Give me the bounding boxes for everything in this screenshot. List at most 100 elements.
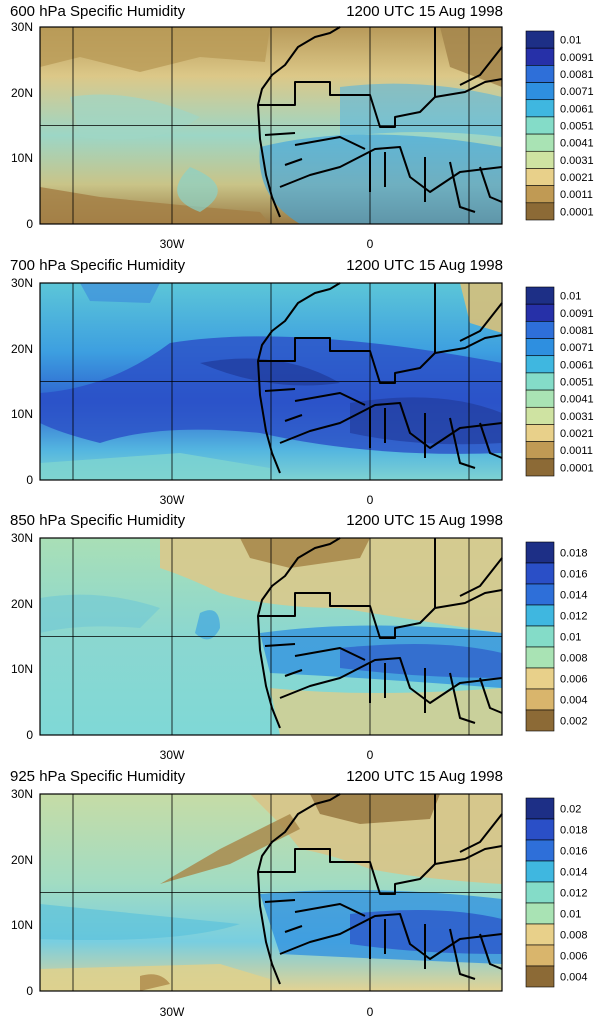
- colorbar-swatch: [525, 99, 555, 118]
- tick-lon: 30W: [160, 748, 185, 762]
- panel-850hpa: 850 hPa Specific Humidity 1200 UTC 15 Au…: [10, 512, 588, 762]
- colorbar-swatch: [525, 902, 555, 925]
- colorbar-swatch: [525, 338, 555, 357]
- colorbar-swatch: [525, 133, 555, 152]
- panel-title-right: 1200 UTC 15 Aug 1998: [346, 768, 503, 785]
- colorbar-label: 0.012: [560, 611, 588, 623]
- colorbar-label: 0.014: [560, 590, 588, 602]
- colorbar-swatch: [525, 65, 555, 83]
- panel-title-right: 1200 UTC 15 Aug 1998: [346, 257, 503, 274]
- colorbar-swatch: [525, 321, 555, 339]
- colorbar-label: 0.01: [560, 35, 581, 47]
- colorbar-swatch: [525, 881, 555, 904]
- panel-title-left: 850 hPa Specific Humidity: [10, 512, 186, 529]
- tick-lat: 30N: [11, 276, 33, 290]
- colorbar-swatch: [525, 458, 555, 477]
- colorbar-swatch: [525, 604, 555, 627]
- colorbar-swatch: [525, 168, 555, 186]
- colorbar-label: 0.0011: [560, 445, 593, 457]
- colorbar-label: 0.006: [560, 951, 588, 963]
- colorbar-swatch: [525, 965, 555, 988]
- colorbar-swatch: [525, 688, 555, 711]
- tick-lon: 0: [367, 237, 374, 251]
- colorbar-label: 0.01: [560, 909, 581, 921]
- colorbar-swatch: [525, 541, 555, 564]
- colorbar-swatch: [525, 562, 555, 585]
- colorbar-label: 0.006: [560, 674, 588, 686]
- colorbar-label: 0.0091: [560, 52, 594, 64]
- colorbar-label: 0.0041: [560, 394, 594, 406]
- colorbar: 0.018 0.016 0.014 0.012 0.01 0.008 0.006 0.004 0…: [525, 541, 588, 732]
- colorbar-label: 0.002: [560, 716, 588, 728]
- tick-lat: 0: [26, 217, 33, 231]
- colorbar-swatch: [525, 150, 555, 169]
- panel-title-left: 600 hPa Specific Humidity: [10, 3, 186, 20]
- tick-lat: 30N: [11, 20, 33, 34]
- colorbar-swatch: [525, 185, 555, 204]
- colorbar-label: 0.0041: [560, 138, 594, 150]
- panel-title-right: 1200 UTC 15 Aug 1998: [346, 3, 503, 20]
- colorbar-swatch: [525, 372, 555, 391]
- colorbar-label: 0.018: [560, 825, 588, 837]
- tick-lon: 0: [367, 493, 374, 507]
- colorbar-swatch: [525, 797, 555, 820]
- colorbar-swatch: [525, 923, 555, 946]
- colorbar-swatch: [525, 646, 555, 669]
- colorbar-label: 0.0001: [560, 206, 594, 218]
- colorbar-swatch: [525, 406, 555, 425]
- tick-lat: 20N: [11, 86, 33, 100]
- tick-lat: 20N: [11, 342, 33, 356]
- tick-lon: 30W: [160, 237, 185, 251]
- colorbar-label: 0.0051: [560, 121, 594, 133]
- panel-700hpa: 700 hPa Specific Humidity 1200 UTC 15 Au…: [10, 257, 594, 507]
- tick-lat: 30N: [11, 531, 33, 545]
- colorbar-label: 0.008: [560, 930, 588, 942]
- colorbar-label: 0.004: [560, 972, 588, 984]
- colorbar-label: 0.0061: [560, 103, 594, 115]
- colorbar-swatch: [525, 441, 555, 460]
- colorbar-label: 0.01: [560, 632, 581, 644]
- colorbar-label: 0.016: [560, 846, 588, 858]
- panel-title-left: 700 hPa Specific Humidity: [10, 257, 186, 274]
- colorbar-label: 0.0051: [560, 377, 594, 389]
- colorbar-swatch: [525, 583, 555, 606]
- colorbar-swatch: [525, 82, 555, 101]
- colorbar-swatch: [525, 839, 555, 862]
- tick-lat: 30N: [11, 787, 33, 801]
- colorbar: 0.02 0.018 0.016 0.014 0.012 0.01 0.008 0.006 0.…: [525, 797, 588, 988]
- colorbar-label: 0.0071: [560, 86, 594, 98]
- colorbar-label: 0.0021: [560, 172, 594, 184]
- tick-lat: 10N: [11, 407, 33, 421]
- colorbar-label: 0.02: [560, 804, 581, 816]
- colorbar-label: 0.0071: [560, 342, 594, 354]
- panel-title-right: 1200 UTC 15 Aug 1998: [346, 512, 503, 529]
- tick-lat: 10N: [11, 662, 33, 676]
- colorbar-label: 0.0001: [560, 462, 594, 474]
- colorbar-swatch: [525, 303, 555, 322]
- lat-ticks: 30N 20N 10N 0: [11, 20, 33, 231]
- tick-lat: 10N: [11, 918, 33, 932]
- colorbar-swatch: [525, 202, 555, 221]
- map-area: [39, 26, 503, 225]
- colorbar-label: 0.0091: [560, 308, 594, 320]
- tick-lat: 0: [26, 728, 33, 742]
- colorbar-swatch: [525, 944, 555, 967]
- map-area: [39, 793, 503, 992]
- colorbar-swatch: [525, 389, 555, 408]
- colorbar-label: 0.0081: [560, 325, 594, 337]
- colorbar-swatch: [525, 860, 555, 883]
- tick-lat: 20N: [11, 597, 33, 611]
- panel-title-left: 925 hPa Specific Humidity: [10, 768, 186, 785]
- colorbar: 0.01 0.0091 0.0081 0.0071 0.0061 0.0051 0.0041…: [525, 286, 594, 477]
- colorbar-label: 0.0011: [560, 189, 593, 201]
- colorbar-swatch: [525, 47, 555, 66]
- colorbar-label: 0.018: [560, 548, 588, 560]
- map-area: [39, 282, 503, 481]
- tick-lon: 0: [367, 748, 374, 762]
- tick-lat: 20N: [11, 853, 33, 867]
- panel-600hpa: 600 hPa Specific Humidity 1200 UTC 15 Au…: [10, 3, 594, 251]
- tick-lat: 10N: [11, 151, 33, 165]
- tick-lon: 30W: [160, 1005, 185, 1019]
- colorbar-swatch: [525, 424, 555, 442]
